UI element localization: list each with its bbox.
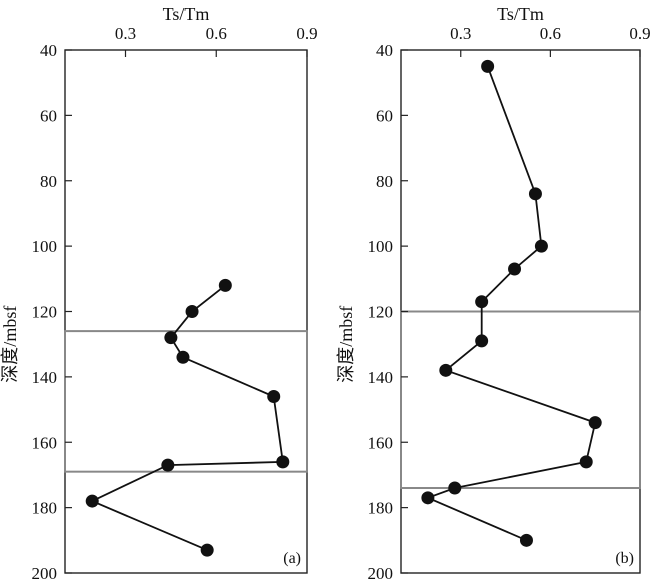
x-axis-title: Ts/Tm: [163, 4, 210, 24]
y-tick-label: 60: [40, 106, 57, 125]
y-axis-title: 深度/mbsf: [0, 306, 20, 383]
panel-label: (b): [615, 550, 634, 567]
data-point: [528, 187, 542, 201]
series-line: [90, 284, 284, 551]
y-tick-label: 160: [368, 433, 394, 452]
panel-label: (a): [283, 550, 301, 567]
y-tick-label: 140: [32, 368, 58, 387]
y-tick-label: 100: [368, 237, 394, 256]
data-point: [85, 494, 99, 508]
data-point: [588, 416, 602, 430]
panel-b: 0.3 0.6 0.9 40 60 80 100 120 140 160 180 200 Ts/Tm 深度…: [336, 4, 650, 583]
data-point: [161, 458, 175, 472]
data-point: [276, 455, 290, 469]
x-tick-label: 0.9: [296, 24, 317, 43]
data-point: [267, 389, 281, 403]
data-point: [508, 262, 522, 276]
data-point: [200, 543, 214, 557]
y-tick-label: 140: [368, 368, 394, 387]
panel-a: 0.3 0.6 0.9 40 60 80 100 120 140 160 180 200 Ts/Tm 深度…: [0, 4, 318, 583]
y-tick-label: 120: [368, 303, 394, 322]
data-point: [164, 331, 178, 345]
data-point: [448, 481, 462, 495]
highlight-zone: [64, 330, 308, 473]
data-point: [534, 239, 548, 253]
y-tick-label: 180: [32, 499, 58, 518]
y-tick-label: 200: [32, 564, 58, 583]
data-point: [185, 305, 199, 318]
data-point: [475, 334, 489, 348]
x-tick-label: 0.3: [450, 24, 471, 43]
y-tick-label: 40: [40, 41, 57, 60]
y-tick-label: 80: [40, 172, 57, 191]
y-tick-label: 100: [32, 237, 58, 256]
data-point: [421, 491, 435, 505]
y-tick-label: 200: [368, 564, 394, 583]
highlight-zone: [400, 310, 641, 490]
data-point: [519, 533, 533, 547]
y-tick-label: 60: [376, 106, 393, 125]
y-tick-label: 160: [32, 433, 58, 452]
data-point: [475, 295, 489, 309]
y-tick-label: 120: [32, 303, 58, 322]
data-point: [481, 59, 495, 73]
data-point: [176, 350, 190, 364]
data-point: [218, 278, 232, 292]
series-line: [425, 65, 597, 542]
x-tick-label: 0.6: [206, 24, 227, 43]
y-tick-label: 80: [376, 172, 393, 191]
data-point: [439, 363, 453, 377]
y-tick-label: 40: [376, 41, 393, 60]
data-point: [579, 455, 593, 469]
y-tick-label: 180: [368, 499, 394, 518]
x-axis-title: Ts/Tm: [497, 4, 544, 24]
x-tick-label: 0.3: [115, 24, 136, 43]
x-tick-label: 0.6: [540, 24, 561, 43]
y-axis-title: 深度/mbsf: [336, 306, 356, 383]
x-tick-label: 0.9: [629, 24, 650, 43]
